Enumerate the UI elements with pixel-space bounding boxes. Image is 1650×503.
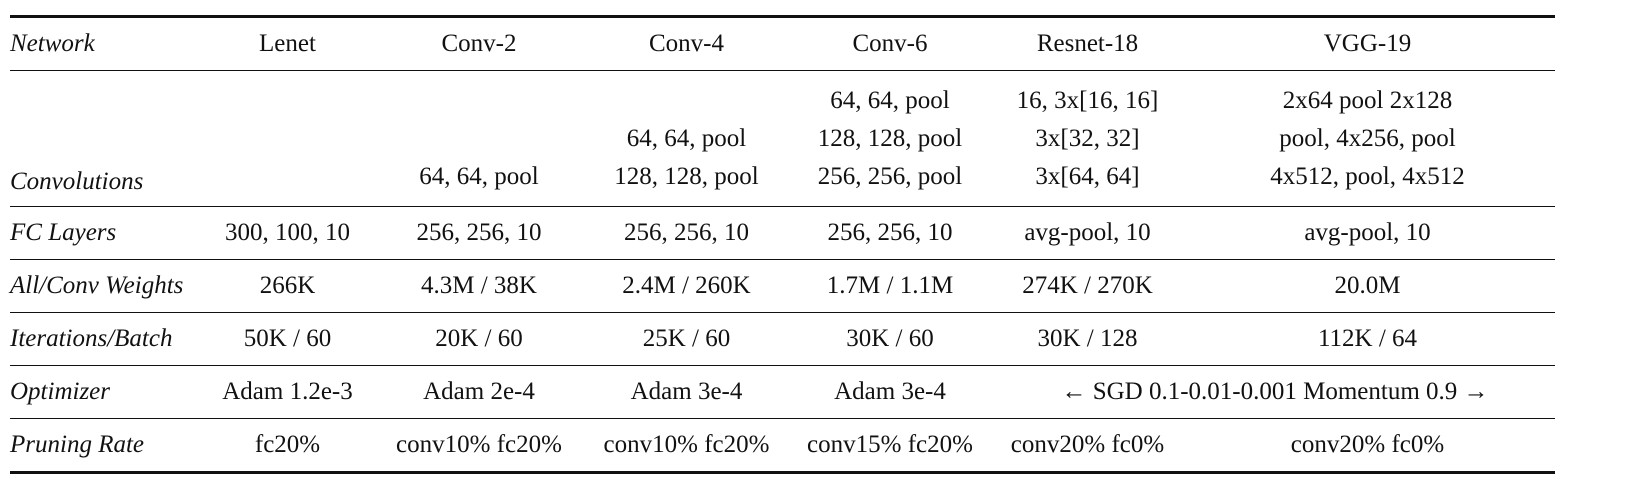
row-label: Iterations/Batch xyxy=(10,312,205,366)
row-label: Pruning Rate xyxy=(10,418,205,474)
cell: 256, 256, 10 xyxy=(785,206,995,260)
row-header-label: Network xyxy=(10,15,205,71)
cell: 266K xyxy=(205,259,370,313)
table-row: Iterations/Batch 50K / 60 20K / 60 25K / 60… xyxy=(10,312,1555,366)
column-header: Resnet-18 xyxy=(995,15,1180,71)
cell-line: 16, 3x[16, 16] xyxy=(1016,87,1159,114)
cell: 30K / 60 xyxy=(785,312,995,366)
cell-line: 3x[64, 64] xyxy=(1035,163,1140,190)
cell-line: 64, 64, pool xyxy=(626,125,747,152)
row-label: Convolutions xyxy=(10,70,205,207)
cell: 112K / 64 xyxy=(1180,312,1555,366)
cell: 256, 256, 10 xyxy=(370,206,588,260)
cell: avg-pool, 10 xyxy=(995,206,1180,260)
cell: Adam 1.2e-3 xyxy=(205,365,370,419)
cell: 2x64 pool 2x128 pool, 4x256, pool 4x512, p… xyxy=(1180,70,1555,207)
cell: Adam 2e-4 xyxy=(370,365,588,419)
cell-line: 64, 64, pool xyxy=(419,163,539,190)
cell-line: 4x512, pool, 4x512 xyxy=(1270,163,1465,190)
cell-line: 3x[32, 32] xyxy=(1035,125,1140,152)
column-header: Lenet xyxy=(205,15,370,71)
column-header: Conv-6 xyxy=(785,15,995,71)
cell: 64, 64, pool xyxy=(370,70,588,207)
cell: Adam 3e-4 xyxy=(588,365,785,419)
cell-line: 64, 64, pool xyxy=(830,87,950,114)
cell: 64, 64, pool 128, 128, pool 256, 256, pool xyxy=(785,70,995,207)
cell: 300, 100, 10 xyxy=(205,206,370,260)
cell-line: 128, 128, pool xyxy=(817,125,963,152)
cell: 20.0M xyxy=(1180,259,1555,313)
cell: 50K / 60 xyxy=(205,312,370,366)
cell: conv20% fc0% xyxy=(995,418,1180,474)
cell-line: 256, 256, pool xyxy=(817,163,963,190)
cell: 25K / 60 xyxy=(588,312,785,366)
cell-line: 2x64 pool 2x128 xyxy=(1282,87,1453,114)
table-row: Pruning Rate fc20% conv10% fc20% conv10% fc… xyxy=(10,418,1555,474)
cell: 20K / 60 xyxy=(370,312,588,366)
column-header: Conv-4 xyxy=(588,15,785,71)
cell: 4.3M / 38K xyxy=(370,259,588,313)
table-body: Network Lenet Conv-2 Conv-4 Conv-6 Resnet-18 V… xyxy=(10,15,1555,474)
table-row: Convolutions 64, 64, pool 64, 64, pool 128,… xyxy=(10,70,1555,207)
cell: 30K / 128 xyxy=(995,312,1180,366)
cell: 64, 64, pool 128, 128, pool xyxy=(588,70,785,207)
cell: conv10% fc20% xyxy=(588,418,785,474)
cell: conv10% fc20% xyxy=(370,418,588,474)
cell-line: 128, 128, pool xyxy=(614,163,759,190)
cell: conv15% fc20% xyxy=(785,418,995,474)
cell: fc20% xyxy=(205,418,370,474)
cell: 256, 256, 10 xyxy=(588,206,785,260)
row-label: Optimizer xyxy=(10,365,205,419)
cell: 1.7M / 1.1M xyxy=(785,259,995,313)
cell xyxy=(205,70,370,207)
cell: ← SGD 0.1-0.01-0.001 Momentum 0.9 → xyxy=(995,365,1555,419)
table-row: All/Conv Weights 266K 4.3M / 38K 2.4M / 260… xyxy=(10,259,1555,313)
cell: 16, 3x[16, 16] 3x[32, 32] 3x[64, 64] xyxy=(995,70,1180,207)
cell: conv20% fc0% xyxy=(1180,418,1555,474)
table-row: FC Layers 300, 100, 10 256, 256, 10 256, 25… xyxy=(10,206,1555,260)
cell: 274K / 270K xyxy=(995,259,1180,313)
row-label: FC Layers xyxy=(10,206,205,260)
config-table: Network Lenet Conv-2 Conv-4 Conv-6 Resnet-18 V… xyxy=(10,15,1555,474)
table-row: Optimizer Adam 1.2e-3 Adam 2e-4 Adam 3e-4 Ad… xyxy=(10,365,1555,419)
column-header: VGG-19 xyxy=(1180,15,1555,71)
cell: 2.4M / 260K xyxy=(588,259,785,313)
column-header: Conv-2 xyxy=(370,15,588,71)
cell: Adam 3e-4 xyxy=(785,365,995,419)
cell: avg-pool, 10 xyxy=(1180,206,1555,260)
cell-line: pool, 4x256, pool xyxy=(1279,125,1456,152)
header-row: Network Lenet Conv-2 Conv-4 Conv-6 Resnet-18 V… xyxy=(10,15,1555,71)
row-label: All/Conv Weights xyxy=(10,259,205,313)
